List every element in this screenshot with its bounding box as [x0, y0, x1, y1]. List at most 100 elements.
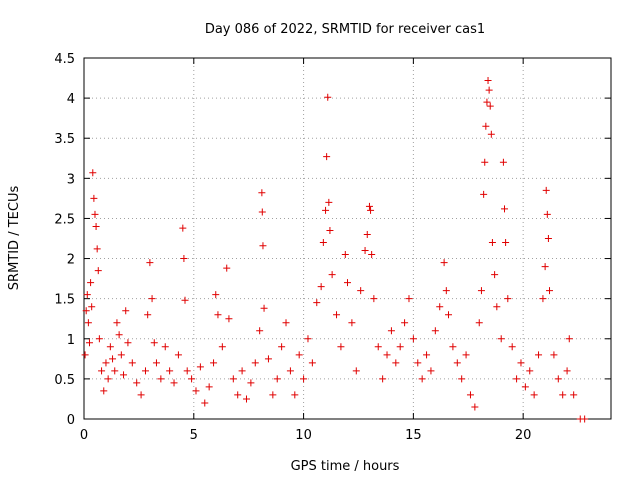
data-point — [317, 283, 325, 291]
data-point — [370, 295, 378, 303]
data-point — [488, 239, 496, 247]
x-tick-label: 0 — [80, 428, 88, 443]
data-point — [258, 189, 266, 197]
x-axis-label: GPS time / hours — [291, 459, 400, 474]
data-point — [300, 375, 308, 383]
data-point — [480, 190, 488, 198]
data-point — [341, 251, 349, 259]
data-point — [82, 307, 90, 315]
data-point — [337, 343, 345, 351]
data-point — [427, 367, 435, 375]
data-point — [181, 296, 189, 304]
data-point — [81, 351, 89, 359]
data-point — [98, 367, 106, 375]
data-point — [535, 351, 543, 359]
data-point — [128, 359, 136, 367]
data-point — [229, 375, 237, 383]
plot-frame — [83, 57, 612, 420]
data-point — [308, 359, 316, 367]
data-point — [273, 375, 281, 383]
x-tick-label: 15 — [405, 428, 422, 443]
data-point — [499, 158, 507, 166]
data-point — [431, 327, 439, 335]
data-point — [102, 359, 110, 367]
data-point — [94, 267, 102, 275]
data-point — [466, 391, 474, 399]
data-point — [304, 335, 312, 343]
data-point — [387, 327, 395, 335]
data-point — [485, 86, 493, 94]
data-point — [442, 287, 450, 295]
data-point — [559, 391, 567, 399]
data-point — [462, 351, 470, 359]
data-point — [161, 343, 169, 351]
data-point — [445, 311, 453, 319]
data-point — [111, 367, 119, 375]
data-point — [471, 403, 479, 411]
data-point — [352, 367, 360, 375]
data-point — [174, 351, 182, 359]
data-point — [483, 98, 491, 106]
data-point — [242, 395, 250, 403]
data-point — [85, 339, 93, 347]
x-tick-label: 10 — [295, 428, 312, 443]
data-point — [286, 367, 294, 375]
data-point — [581, 415, 589, 423]
data-point — [409, 335, 417, 343]
data-point — [87, 279, 95, 287]
data-point — [133, 379, 141, 387]
data-point — [414, 359, 422, 367]
data-point — [225, 315, 233, 323]
data-point — [477, 287, 485, 295]
data-point — [361, 247, 369, 255]
data-point — [517, 359, 525, 367]
data-point — [109, 355, 117, 363]
data-point — [550, 351, 558, 359]
data-point — [325, 198, 333, 206]
data-point — [157, 375, 165, 383]
data-point — [554, 375, 562, 383]
y-tick-label: 4 — [67, 92, 75, 107]
data-point — [501, 205, 509, 213]
data-point — [120, 371, 128, 379]
data-point — [259, 242, 267, 250]
data-point — [148, 295, 156, 303]
data-point — [124, 339, 132, 347]
data-point — [179, 224, 187, 232]
data-point — [508, 343, 516, 351]
data-point — [453, 359, 461, 367]
data-point — [542, 186, 550, 194]
data-point — [383, 351, 391, 359]
data-point — [363, 230, 371, 238]
data-point — [269, 391, 277, 399]
data-point — [205, 383, 213, 391]
data-point — [93, 245, 101, 253]
data-point — [260, 304, 268, 312]
data-point — [379, 375, 387, 383]
data-point — [502, 239, 510, 247]
data-point — [122, 307, 130, 315]
data-point — [449, 343, 457, 351]
x-tick-label: 5 — [190, 428, 198, 443]
data-point — [192, 387, 200, 395]
data-point — [326, 226, 334, 234]
data-point — [565, 335, 573, 343]
data-point — [234, 391, 242, 399]
axis-ticks: 0 0.5 1 1.5 2 2.5 3 3.5 4 4.5 0 5 10 15 20 — [54, 52, 611, 443]
data-point — [84, 319, 92, 327]
data-point — [368, 251, 376, 259]
data-point — [90, 194, 98, 202]
y-axis-label: SRMTID / TECUs — [7, 186, 22, 291]
data-point — [210, 359, 218, 367]
data-point — [282, 319, 290, 327]
y-tick-label: 4.5 — [54, 52, 75, 67]
data-point — [152, 359, 160, 367]
grid-lines — [84, 58, 611, 419]
y-tick-label: 0.5 — [54, 373, 75, 388]
data-point — [180, 255, 188, 263]
data-point — [218, 343, 226, 351]
data-point — [196, 363, 204, 371]
data-point — [256, 327, 264, 335]
data-point — [333, 311, 341, 319]
